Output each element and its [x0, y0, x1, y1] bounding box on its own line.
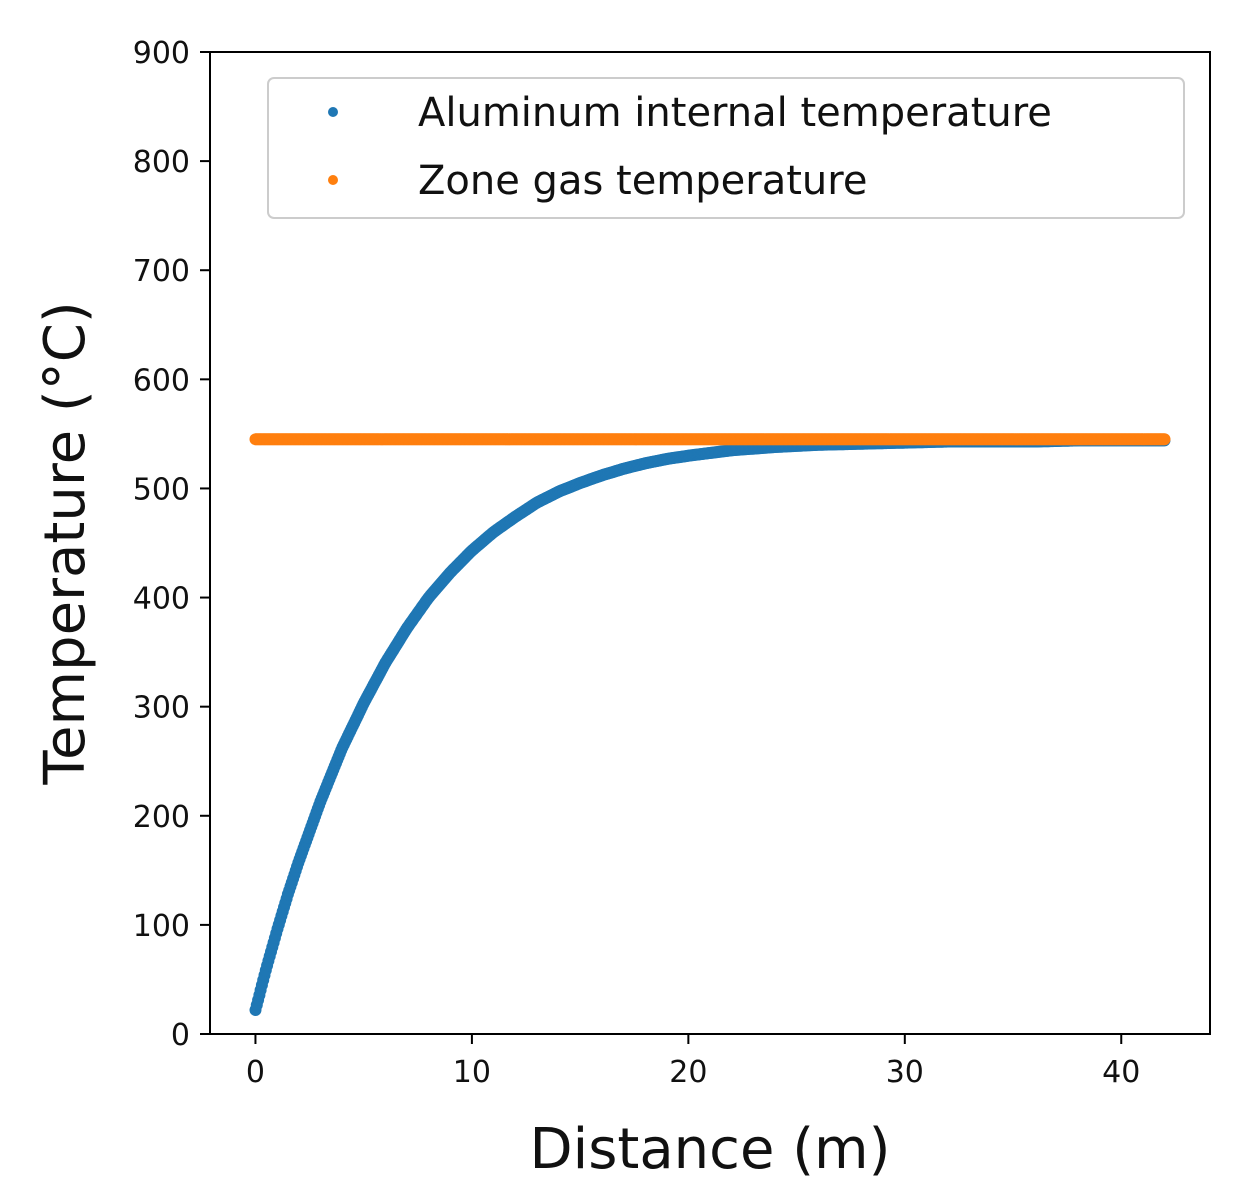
series-aluminum [249, 434, 1171, 1016]
y-tick-label: 800 [133, 145, 190, 180]
x-axis: 0 10 20 30 40 [246, 1034, 1140, 1090]
x-tick-label: 20 [669, 1055, 707, 1090]
legend-marker-zone-gas [328, 175, 338, 185]
x-tick-label: 0 [246, 1055, 265, 1090]
legend-entry-zone-gas: Zone gas temperature [418, 158, 867, 204]
y-tick-label: 0 [171, 1018, 190, 1053]
y-tick-label: 500 [133, 472, 190, 507]
series-zone-gas [249, 433, 1171, 446]
x-tick-label: 10 [453, 1055, 491, 1090]
y-axis-label: Temperature (°C) [33, 301, 98, 785]
y-tick-label: 700 [133, 254, 190, 289]
plot-frame [209, 51, 1211, 1035]
legend-entry-aluminum: Aluminum internal temperature [418, 90, 1052, 136]
y-tick-label: 600 [133, 363, 190, 398]
x-tick-label: 40 [1102, 1055, 1140, 1090]
x-axis-label: Distance (m) [530, 1117, 891, 1182]
data-point [1158, 433, 1171, 446]
plot-marks [249, 433, 1171, 1016]
legend: Aluminum internal temperature Zone gas t… [267, 77, 1185, 219]
x-tick-label: 30 [886, 1055, 924, 1090]
legend-marker-aluminum [328, 107, 338, 117]
y-tick-label: 400 [133, 582, 190, 617]
y-tick-label: 900 [133, 36, 190, 71]
y-tick-label: 300 [133, 691, 190, 726]
legend-box [267, 77, 1185, 219]
y-tick-label: 100 [133, 909, 190, 944]
y-tick-label: 200 [133, 800, 190, 835]
y-axis: 0 100 200 300 400 500 600 700 800 900 [133, 36, 210, 1053]
